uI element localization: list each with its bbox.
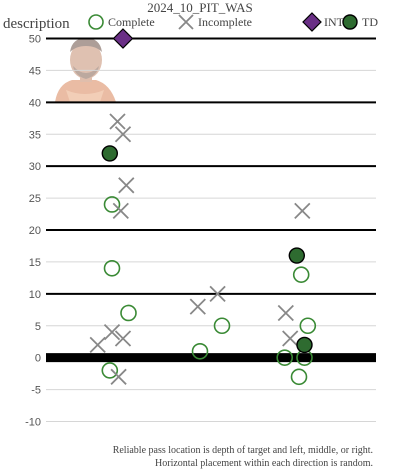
legend-item-complete: Complete (88, 14, 155, 30)
y-tick-label: -10 (25, 417, 41, 429)
complete-point (292, 266, 310, 283)
y-tick-label: 25 (29, 193, 41, 205)
y-tick-label: 45 (29, 65, 41, 77)
complete-marker (103, 259, 121, 277)
legend-item-td: TD (342, 14, 378, 30)
y-tick-label: 10 (29, 289, 41, 301)
y-tick-label: 30 (29, 161, 41, 173)
y-axis-ticks: -10 -5 0 5 10 15 20 25 30 35 40 45 50 (25, 34, 41, 429)
legend-label: INT (324, 15, 345, 29)
complete-marker (276, 349, 294, 366)
incomplete-marker (277, 304, 294, 322)
complete-marker (88, 14, 104, 30)
player-photo (55, 38, 116, 102)
complete-point (290, 368, 308, 386)
legend-label: TD (362, 15, 378, 29)
incomplete-marker (114, 126, 132, 143)
td-point (101, 145, 119, 162)
y-tick-label: 5 (35, 321, 41, 333)
incomplete-point (277, 304, 294, 322)
int-point (112, 28, 134, 49)
complete-point (101, 362, 119, 379)
gridlines (46, 37, 376, 422)
incomplete-point (209, 285, 226, 302)
incomplete-marker (118, 177, 135, 194)
series-complete (101, 196, 317, 386)
td-marker (288, 247, 305, 264)
incomplete-point (114, 330, 132, 347)
incomplete-marker (109, 113, 126, 130)
td-point (288, 247, 305, 264)
series-td (101, 145, 313, 354)
y-tick-label: 0 (35, 353, 41, 365)
incomplete-point (118, 177, 135, 194)
complete-point (191, 342, 209, 360)
legend-label: Incomplete (198, 15, 252, 29)
y-tick-label: 35 (29, 129, 41, 141)
incomplete-marker (189, 298, 206, 315)
incomplete-point (294, 202, 311, 219)
incomplete-marker (178, 14, 194, 30)
legend-item-incomplete: Incomplete (178, 14, 252, 30)
footnote-line-2: Horizontal placement within each directi… (155, 458, 373, 469)
incomplete-marker (114, 330, 132, 347)
chart-title: 2024_10_PIT_WAS (147, 0, 252, 15)
y-tick-label: 15 (29, 257, 41, 269)
int-marker (112, 28, 134, 49)
footnote-line-1: Reliable pass location is depth of targe… (113, 445, 373, 456)
complete-point (276, 349, 294, 366)
incomplete-marker (294, 202, 311, 219)
complete-point (213, 317, 231, 335)
incomplete-point (109, 113, 126, 130)
legend-item-int: INT (302, 12, 345, 32)
complete-marker (191, 342, 209, 360)
int-marker (302, 12, 322, 32)
data-points (89, 28, 317, 386)
incomplete-marker (103, 323, 121, 341)
complete-point (103, 196, 121, 213)
incomplete-point (282, 330, 299, 347)
incomplete-marker (209, 285, 226, 302)
incomplete-point (114, 126, 132, 143)
y-tick-label: -5 (31, 385, 41, 397)
td-marker (296, 336, 313, 354)
incomplete-point (103, 323, 121, 341)
legend-title: description (3, 16, 70, 32)
incomplete-point (89, 336, 106, 354)
incomplete-marker (110, 368, 127, 385)
complete-marker (103, 196, 121, 213)
series-int (112, 28, 134, 49)
td-point (296, 336, 313, 354)
y-tick-label: 50 (29, 34, 41, 46)
y-tick-label: 20 (29, 225, 41, 237)
incomplete-marker (282, 330, 299, 347)
incomplete-point (189, 298, 206, 315)
incomplete-point (112, 202, 129, 219)
incomplete-point (110, 368, 127, 385)
complete-point (103, 259, 121, 277)
complete-marker (292, 266, 310, 283)
incomplete-marker (112, 202, 129, 219)
td-marker (101, 145, 119, 162)
complete-marker (101, 362, 119, 379)
complete-point (299, 317, 317, 335)
y-tick-label: 40 (29, 97, 41, 109)
legend-label: Complete (108, 15, 155, 29)
complete-marker (290, 368, 308, 386)
td-marker (342, 14, 358, 30)
legend: description Complete Incomplete INT TD (3, 12, 378, 32)
complete-marker (299, 317, 317, 335)
series-incomplete (89, 113, 311, 385)
incomplete-marker (89, 336, 106, 354)
complete-marker (120, 304, 137, 322)
complete-point (120, 304, 137, 322)
complete-marker (213, 317, 231, 335)
